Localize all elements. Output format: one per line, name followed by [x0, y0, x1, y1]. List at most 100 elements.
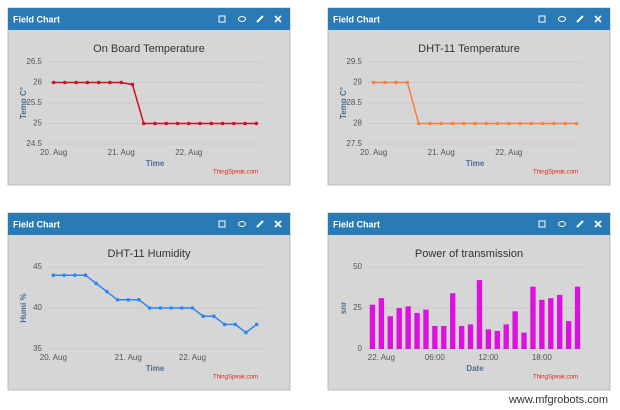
- point: [529, 121, 534, 126]
- point: [137, 298, 141, 302]
- icon-close[interactable]: [274, 220, 282, 228]
- y-tick-label: 24.5: [26, 139, 42, 148]
- x-tick-label: 22. Aug: [175, 148, 202, 157]
- point: [220, 121, 225, 126]
- icon-edit[interactable]: [576, 15, 584, 23]
- x-tick-label: 22. Aug: [495, 148, 522, 157]
- point: [83, 273, 88, 278]
- y-tick-label: 25.5: [26, 98, 42, 107]
- icon-comment[interactable]: [238, 16, 246, 22]
- x-tick-label: 20. Aug: [40, 353, 67, 362]
- credit: ThingSpeak.com: [533, 375, 578, 381]
- x-axis-label: Time: [146, 364, 165, 373]
- y-tick-label: 28.5: [346, 98, 362, 107]
- panel-title: Field Chart: [333, 219, 380, 229]
- point: [169, 306, 173, 310]
- icon-edit[interactable]: [256, 220, 264, 228]
- point: [209, 121, 214, 126]
- point: [141, 121, 146, 126]
- credit: ThingSpeak.com: [213, 170, 258, 176]
- point: [130, 82, 135, 87]
- bar: [548, 298, 554, 349]
- point: [153, 121, 157, 126]
- point: [119, 80, 124, 85]
- point: [94, 281, 98, 286]
- bar: [574, 286, 581, 349]
- icon-open[interactable]: [218, 220, 226, 228]
- point: [72, 273, 77, 278]
- point: [232, 121, 236, 126]
- point: [243, 121, 247, 126]
- point: [506, 121, 511, 126]
- icon-open[interactable]: [218, 15, 226, 23]
- panel: [327, 7, 611, 186]
- point: [74, 80, 78, 85]
- bar: [450, 293, 456, 349]
- point: [552, 121, 556, 126]
- icon-edit[interactable]: [576, 220, 584, 228]
- point: [416, 121, 421, 126]
- x-tick-label: 06:00: [425, 353, 446, 362]
- x-tick-label: 21. Aug: [428, 148, 455, 157]
- point: [574, 121, 579, 126]
- panel-header: [8, 8, 290, 30]
- bar: [396, 308, 402, 349]
- bar: [405, 306, 411, 349]
- x-tick-label: 22. Aug: [179, 353, 206, 362]
- y-tick-label: 29: [353, 78, 362, 87]
- icon-close[interactable]: [594, 15, 602, 23]
- panel-header: [328, 213, 610, 235]
- point: [62, 273, 66, 278]
- y-axis-label: Temp C°: [19, 87, 28, 119]
- y-tick-label: 29.5: [346, 57, 362, 66]
- bar: [378, 298, 385, 349]
- point: [254, 322, 259, 327]
- point: [63, 80, 67, 85]
- bar: [432, 326, 438, 349]
- point: [108, 80, 112, 85]
- y-tick-label: 25: [353, 303, 362, 312]
- bar: [503, 324, 509, 349]
- point: [212, 314, 216, 319]
- bar: [521, 332, 527, 349]
- x-tick-label: 21. Aug: [108, 148, 135, 157]
- point: [244, 330, 248, 335]
- icon-edit[interactable]: [256, 15, 264, 23]
- y-tick-label: 0: [358, 344, 363, 353]
- point: [540, 121, 545, 126]
- line: [53, 274, 258, 334]
- icon-comment[interactable]: [558, 16, 566, 22]
- point: [394, 80, 398, 85]
- icon-comment[interactable]: [238, 221, 246, 227]
- icon-open[interactable]: [538, 220, 546, 228]
- icon-close[interactable]: [594, 220, 602, 228]
- x-tick-label: 18:00: [532, 353, 553, 362]
- point: [126, 298, 131, 302]
- point: [428, 121, 432, 126]
- icon-close[interactable]: [274, 15, 282, 23]
- point: [439, 121, 444, 126]
- icon-open[interactable]: [538, 15, 546, 23]
- point: [175, 121, 180, 126]
- icon-comment[interactable]: [558, 221, 566, 227]
- chart-title: DHT-11 Temperature: [418, 43, 520, 55]
- bar: [423, 309, 429, 349]
- bar: [557, 294, 563, 349]
- panel-title: Field Chart: [13, 219, 60, 229]
- bar: [458, 326, 465, 349]
- point: [518, 121, 522, 126]
- bar: [530, 286, 536, 349]
- x-axis-label: Time: [466, 159, 485, 168]
- point: [450, 121, 455, 126]
- bar: [485, 329, 492, 349]
- bar: [476, 280, 483, 349]
- x-tick-label: 22. Aug: [368, 353, 395, 362]
- point: [201, 314, 205, 319]
- point: [179, 306, 184, 310]
- panel-title: Field Chart: [13, 14, 60, 24]
- point: [158, 306, 163, 310]
- bar: [494, 330, 500, 349]
- bar: [539, 299, 545, 349]
- y-tick-label: 40: [33, 303, 42, 312]
